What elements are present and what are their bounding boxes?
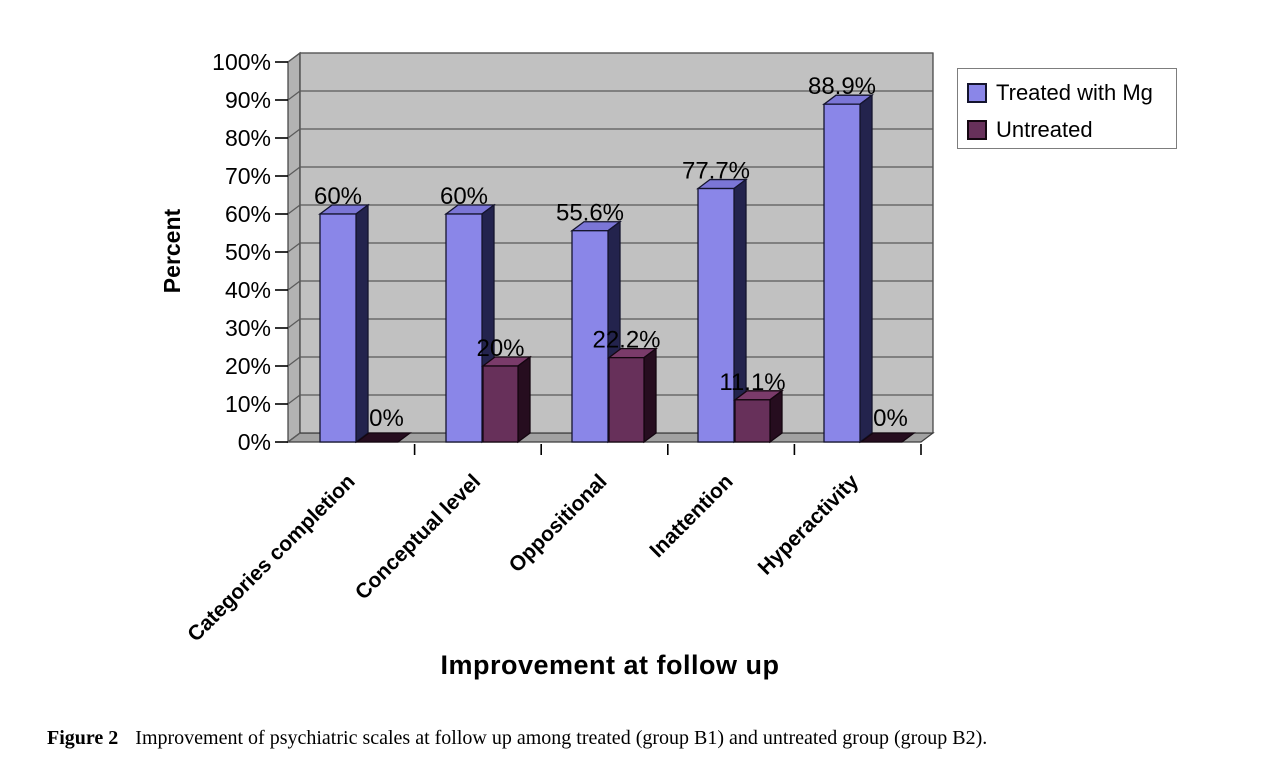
bar-value-label: 60% (314, 183, 362, 210)
chart-legend: Treated with Mg Untreated (957, 68, 1177, 149)
wall-gridline (287, 52, 301, 63)
y-tick-label: 10% (225, 391, 271, 417)
bar-treated-4: 88.9% (808, 73, 876, 444)
treated-series-swatch-icon (967, 82, 987, 103)
bar-value-label: 0% (369, 405, 404, 432)
bar-value-label: 0% (873, 405, 908, 432)
legend-item-untreated: Untreated (958, 111, 1176, 148)
figure-caption-text: Improvement of psychiatric scales at fol… (135, 727, 988, 749)
bar-treated-3: 77.7% (682, 158, 750, 444)
bar-value-label: 77.7% (682, 158, 750, 185)
bar-value-label: 11.1% (719, 369, 785, 396)
bar-value-label: 55.6% (556, 200, 624, 227)
figure-caption-label: Figure 2 (47, 727, 119, 749)
bar-untreated-3: 11.1% (719, 369, 786, 444)
bar-value-label: 88.9% (808, 73, 876, 100)
legend-label-treated: Treated with Mg (996, 79, 1153, 105)
wall-gridline (287, 356, 301, 367)
bar-treated-0: 60% (314, 183, 370, 444)
wall-gridline (287, 90, 301, 101)
wall-gridline (287, 128, 301, 139)
wall-gridline (287, 432, 301, 443)
bar-untreated-0: 0% (355, 405, 412, 443)
bar-untreated-1: 20% (476, 335, 532, 444)
y-tick-label: 80% (225, 125, 271, 151)
y-tick-label: 40% (225, 277, 271, 303)
bar-untreated-2: 22.2% (592, 327, 661, 444)
y-tick-label: 70% (225, 163, 271, 189)
bar-value-label: 20% (476, 335, 524, 362)
bar-treated-2: 55.6% (556, 200, 624, 444)
wall-gridline (287, 166, 301, 177)
y-tick-label: 50% (225, 239, 271, 265)
untreated-series-swatch-icon (967, 119, 987, 140)
y-tick-label: 60% (225, 201, 271, 227)
wall-gridline (287, 242, 301, 253)
wall-gridline (287, 318, 301, 329)
legend-label-untreated: Untreated (996, 116, 1093, 142)
legend-item-treated: Treated with Mg (958, 74, 1176, 111)
bar-value-label: 22.2% (592, 327, 660, 354)
y-axis-title: Percent (159, 208, 185, 294)
y-tick-label: 90% (225, 87, 271, 113)
x-axis-title: Improvement at follow up (440, 650, 780, 680)
wall-gridline (287, 204, 301, 215)
wall-gridline (287, 280, 301, 291)
wall-gridline (287, 394, 301, 405)
figure-caption: Figure 2 Improvement of psychiatric scale… (47, 727, 1257, 750)
y-tick-label: 30% (225, 315, 271, 341)
bar-value-label: 60% (440, 183, 488, 210)
bar-untreated-4: 0% (859, 405, 916, 443)
y-tick-label: 100% (212, 49, 271, 75)
y-tick-label: 0% (238, 429, 271, 455)
y-tick-label: 20% (225, 353, 271, 379)
